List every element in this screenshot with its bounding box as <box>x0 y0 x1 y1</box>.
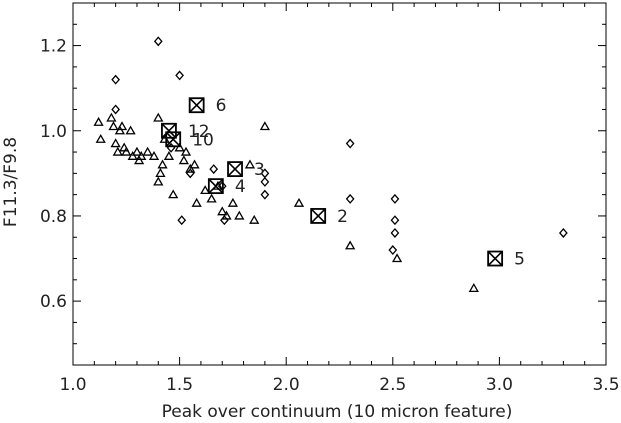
x-tick-label: 2.0 <box>273 375 300 395</box>
y-tick-label: 0.8 <box>40 207 67 227</box>
axes-layer: 1.0 1.5 2.0 2.5 3.0 3.5 0.6 0.8 1.0 1.2 <box>40 2 620 395</box>
triangle-point <box>142 146 153 156</box>
diamond-point <box>177 215 187 226</box>
triangle-point <box>155 168 166 178</box>
diamond-point <box>209 164 219 175</box>
diamond-point <box>390 215 400 226</box>
point-label: 4 <box>235 177 246 197</box>
boxed-x-point <box>207 178 224 195</box>
triangle-point <box>249 214 260 224</box>
triangle-point <box>112 146 123 156</box>
diamond-point <box>390 193 400 204</box>
triangle-point <box>125 125 136 135</box>
triangle-point <box>191 197 202 207</box>
triangle-point <box>136 151 147 160</box>
triangle-point <box>121 146 132 156</box>
triangle-point <box>468 283 479 292</box>
triangle-point <box>106 112 117 122</box>
diamond-point <box>260 176 270 187</box>
triangle-point <box>174 142 185 152</box>
boxed-x-point <box>165 131 182 148</box>
y-tick-label: 0.6 <box>40 292 67 312</box>
x-tick-label: 1.5 <box>166 375 193 395</box>
point-label: 3 <box>254 160 265 180</box>
boxed-x-cross <box>227 161 243 177</box>
plot-frame <box>72 2 607 366</box>
point-label: 10 <box>192 130 214 150</box>
y-axis-label: F11.3/F9.8 <box>1 137 21 227</box>
triangle-point <box>131 146 143 156</box>
y-tick-label: 1.0 <box>40 122 67 142</box>
triangle-point <box>244 159 256 169</box>
triangle-point <box>95 133 106 143</box>
triangle-point <box>133 155 145 165</box>
diamond-point <box>166 142 176 153</box>
triangle-point <box>153 176 164 186</box>
point-label: 2 <box>337 207 348 227</box>
diamond-point <box>153 36 163 47</box>
triangle-point <box>234 210 245 220</box>
boxed-x-point <box>227 161 243 177</box>
point-label: 12 <box>188 122 210 142</box>
triangle-point <box>114 125 126 135</box>
triangle-point <box>293 197 305 207</box>
triangle-point <box>217 206 228 216</box>
diamond-point <box>390 227 400 238</box>
triangle-point <box>200 185 211 195</box>
boxed-x-point <box>161 122 177 139</box>
triangle-point <box>110 138 121 148</box>
boxed-x-cross <box>165 131 181 147</box>
boxed-x-cross <box>208 178 224 194</box>
diamond-point <box>220 215 229 226</box>
diamond-point <box>185 168 195 179</box>
triangle-point <box>391 253 403 263</box>
boxed-x-cross <box>161 123 177 139</box>
boxed-x-cross <box>487 250 503 267</box>
boxed-x-cross <box>310 208 326 224</box>
x-tick-label: 2.5 <box>379 375 406 395</box>
boxed-x-point <box>487 250 504 267</box>
triangle-point <box>163 151 175 160</box>
triangle-point <box>153 112 164 122</box>
triangle-point <box>206 193 217 203</box>
triangle-point <box>157 159 168 169</box>
triangle-point <box>93 116 104 126</box>
diamond-point <box>345 138 355 149</box>
point-label: 6 <box>216 96 227 116</box>
diamond-point <box>260 189 270 200</box>
diamond-point <box>345 193 355 204</box>
triangle-point <box>116 121 128 131</box>
x-tick-label: 3.5 <box>592 375 619 395</box>
diamond-point <box>388 245 398 255</box>
triangle-point <box>127 151 138 160</box>
triangle-point <box>185 163 196 173</box>
triangle-point <box>259 121 271 131</box>
diamond-point <box>558 227 568 238</box>
boxed-x-cross <box>189 97 205 113</box>
x-tick-label: 1.0 <box>59 375 86 395</box>
y-tick-label: 1.2 <box>40 37 67 57</box>
x-tick-label: 3.0 <box>486 375 513 395</box>
diamond-point <box>111 74 121 85</box>
diamond-point <box>111 104 121 115</box>
triangle-point <box>178 155 189 165</box>
triangle-point <box>148 151 160 160</box>
triangle-point <box>168 189 179 199</box>
triangle-point <box>345 240 356 250</box>
diamond-point <box>175 70 184 81</box>
triangle-point <box>227 197 239 207</box>
triangle-point <box>108 121 119 131</box>
x-axis-label: Peak over continuum (10 micron feature) <box>162 402 513 422</box>
point-label: 5 <box>514 250 525 270</box>
triangle-point <box>189 159 200 169</box>
triangle-point <box>180 146 192 156</box>
boxed-x-point <box>310 208 327 224</box>
boxed-x-point <box>188 97 205 114</box>
